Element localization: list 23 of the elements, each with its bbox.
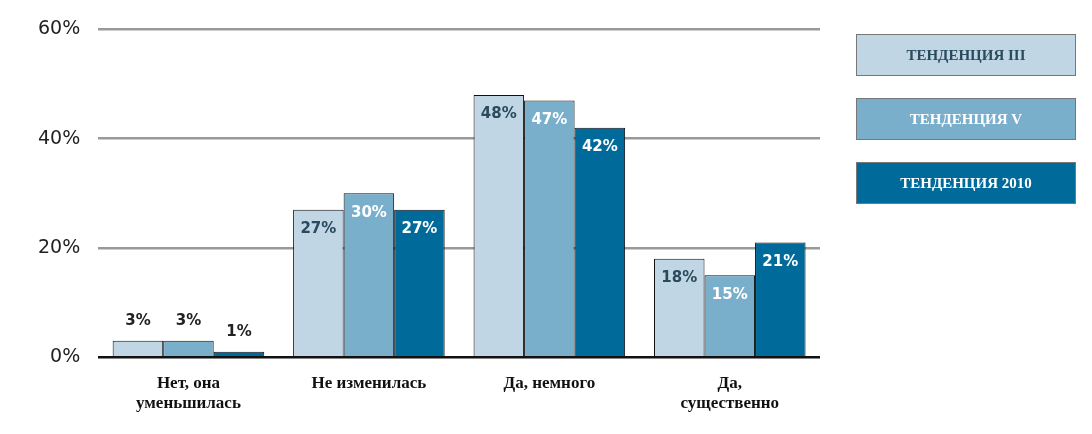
data-label: 48% xyxy=(480,104,517,123)
x-tick-label: Да, существенно xyxy=(680,372,780,413)
data-label: 3% xyxy=(125,311,151,330)
data-label: 15% xyxy=(711,284,748,303)
y-tick-label: 20% xyxy=(38,234,81,257)
data-label: 27% xyxy=(300,219,337,238)
data-label: 1% xyxy=(226,322,252,341)
text: ТЕНДЕНЦИЯ III xyxy=(856,34,1076,76)
text: ТЕНДЕНЦИЯ 2010 xyxy=(856,162,1076,204)
x-tick-label: Да, немного xyxy=(503,372,596,392)
x-tick-label: Не изменилась xyxy=(311,372,427,392)
data-label: 18% xyxy=(661,268,698,287)
data-label: 27% xyxy=(401,219,438,238)
y-tick-label: 40% xyxy=(38,125,81,148)
data-label: 42% xyxy=(581,137,618,156)
data-label: 21% xyxy=(762,251,799,270)
y-tick-label: 60% xyxy=(38,16,81,39)
y-tick-label: 0% xyxy=(50,344,81,367)
data-label: 47% xyxy=(531,109,568,128)
x-tick-label: Нет, она уменьшилась xyxy=(136,372,241,413)
data-label: 30% xyxy=(350,202,387,221)
data-label: 3% xyxy=(175,311,202,330)
text: ТЕНДЕНЦИЯ V xyxy=(856,98,1076,140)
